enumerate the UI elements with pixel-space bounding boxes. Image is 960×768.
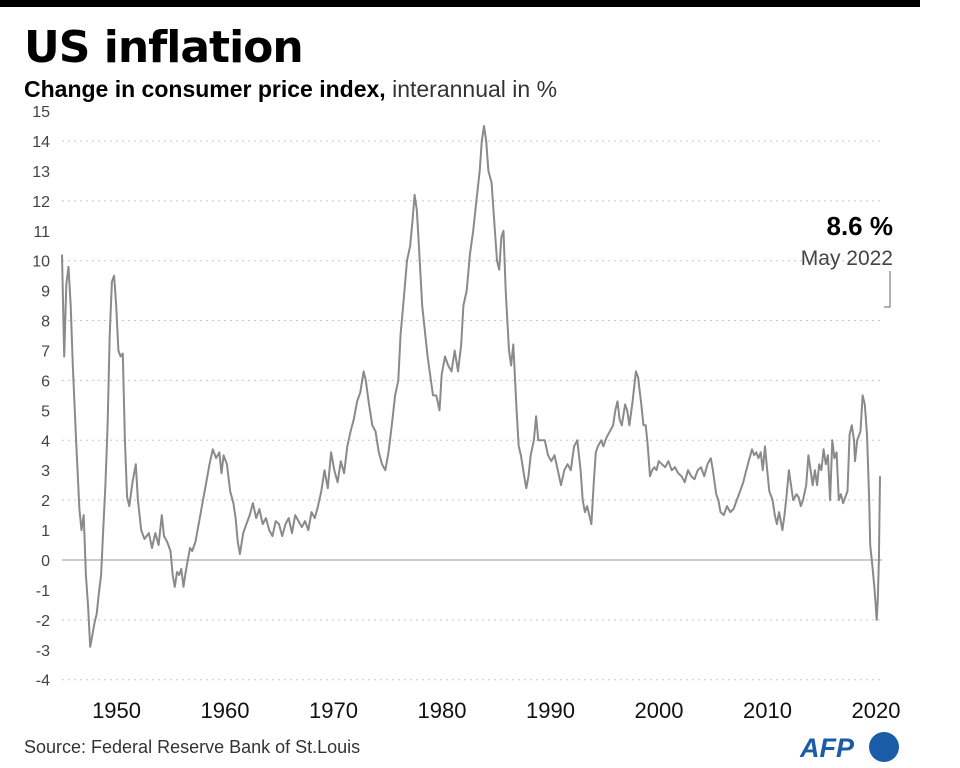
y-tick-label: 9 [41,284,50,301]
y-tick-label: -3 [36,643,50,660]
y-tick-label: 7 [41,343,50,360]
top-rule [0,0,920,7]
x-tick-label: 2020 [851,698,900,723]
annotation-date: May 2022 [801,247,893,270]
annotation-leader [884,271,891,308]
chart-subtitle: Change in consumer price index, interann… [24,76,557,103]
y-tick-label: 11 [33,224,50,241]
subtitle-bold: Change in consumer price index, [24,76,386,102]
y-tick-label: -2 [36,613,50,630]
afp-logo: AFP [800,732,899,763]
x-axis: 1950 1960 1970 1980 1990 2000 2010 2020 [92,698,900,723]
subtitle-light: interannual in % [385,76,558,102]
x-tick-label: 1960 [201,698,250,723]
y-tick-label: 15 [32,104,50,121]
afp-logo-circle [869,732,899,762]
y-tick-label: -1 [36,583,50,600]
afp-logo-text: AFP [800,733,855,763]
y-tick-label: 4 [41,433,50,450]
y-tick-label: 10 [32,254,50,271]
x-tick-label: 2000 [635,698,684,723]
x-tick-label: 1970 [309,698,358,723]
annotation-value: 8.6 % [827,211,894,241]
x-tick-label: 2010 [743,698,792,723]
y-tick-label: 1 [41,523,50,540]
annotation: 8.6 % May 2022 [801,211,894,308]
y-tick-label: 5 [41,403,50,420]
y-tick-label: 3 [41,463,50,480]
x-tick-label: 1980 [418,698,467,723]
y-tick-label: 8 [41,314,50,331]
y-tick-label: 14 [32,134,50,151]
chart-title: US inflation [24,22,304,73]
x-tick-label: 1950 [92,698,141,723]
y-tick-label: 2 [41,493,50,510]
series-layer [61,125,881,648]
x-tick-label: 1990 [526,698,575,723]
y-tick-label: -4 [36,673,50,690]
source-note: Source: Federal Reserve Bank of St.Louis [24,737,361,757]
y-tick-label: 0 [41,553,50,570]
y-tick-label: 13 [32,164,50,181]
series-line [61,125,881,648]
gridlines [62,140,882,681]
y-tick-label: 12 [32,194,50,211]
y-tick-label: 6 [41,373,50,390]
